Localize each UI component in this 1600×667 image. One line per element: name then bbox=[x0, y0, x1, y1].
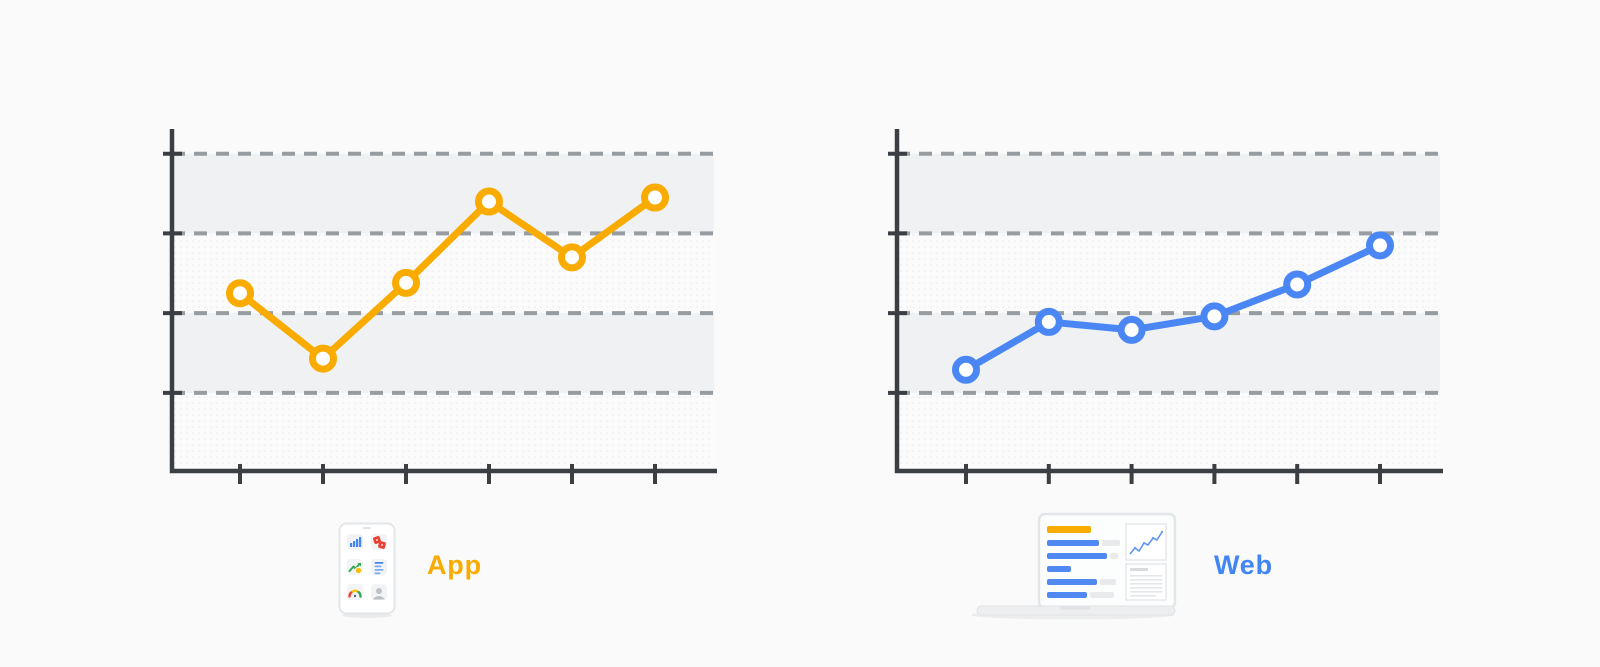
app-data-point bbox=[309, 344, 337, 373]
list-tile-icon bbox=[374, 562, 384, 575]
mini-line-chart bbox=[1125, 523, 1167, 561]
app-band bbox=[172, 313, 714, 393]
bar-chart-tile-icon bbox=[350, 537, 362, 547]
app-trend-line bbox=[236, 194, 659, 363]
web-chart-label: Web bbox=[1214, 550, 1273, 580]
app-data-point bbox=[558, 243, 586, 272]
dice-tile-icon bbox=[373, 536, 386, 549]
smartphone-icon bbox=[338, 522, 396, 618]
web-axes bbox=[894, 129, 1443, 474]
web-band bbox=[897, 153, 1440, 234]
app-axes bbox=[169, 129, 717, 474]
app-data-point bbox=[226, 279, 254, 308]
web-trend-line bbox=[962, 241, 1384, 374]
app-chart-label: App bbox=[427, 550, 482, 580]
laptop-icon bbox=[970, 512, 1187, 622]
gauge-tile-icon bbox=[348, 589, 362, 598]
screen-content bbox=[1047, 523, 1167, 601]
text-lines-panel bbox=[1125, 563, 1167, 601]
app-band bbox=[172, 153, 714, 234]
laptop-hinge bbox=[1060, 606, 1090, 610]
yellow-header-bar bbox=[1047, 526, 1091, 533]
web-data-point bbox=[1283, 270, 1312, 299]
web-data-point bbox=[1034, 307, 1063, 336]
trend-arrow-tile-icon bbox=[348, 563, 363, 575]
web-data-point bbox=[952, 355, 980, 384]
web-data-point bbox=[1200, 302, 1229, 331]
person-tile-icon bbox=[373, 588, 385, 600]
web-data-point bbox=[1117, 315, 1146, 344]
app-data-point bbox=[641, 183, 669, 212]
app-data-point bbox=[475, 187, 503, 216]
blue-progress-bars bbox=[1047, 540, 1120, 598]
app-data-point bbox=[392, 268, 420, 297]
phone-speaker bbox=[363, 527, 371, 529]
web-data-point bbox=[1366, 231, 1394, 260]
app-tiles bbox=[347, 534, 387, 600]
